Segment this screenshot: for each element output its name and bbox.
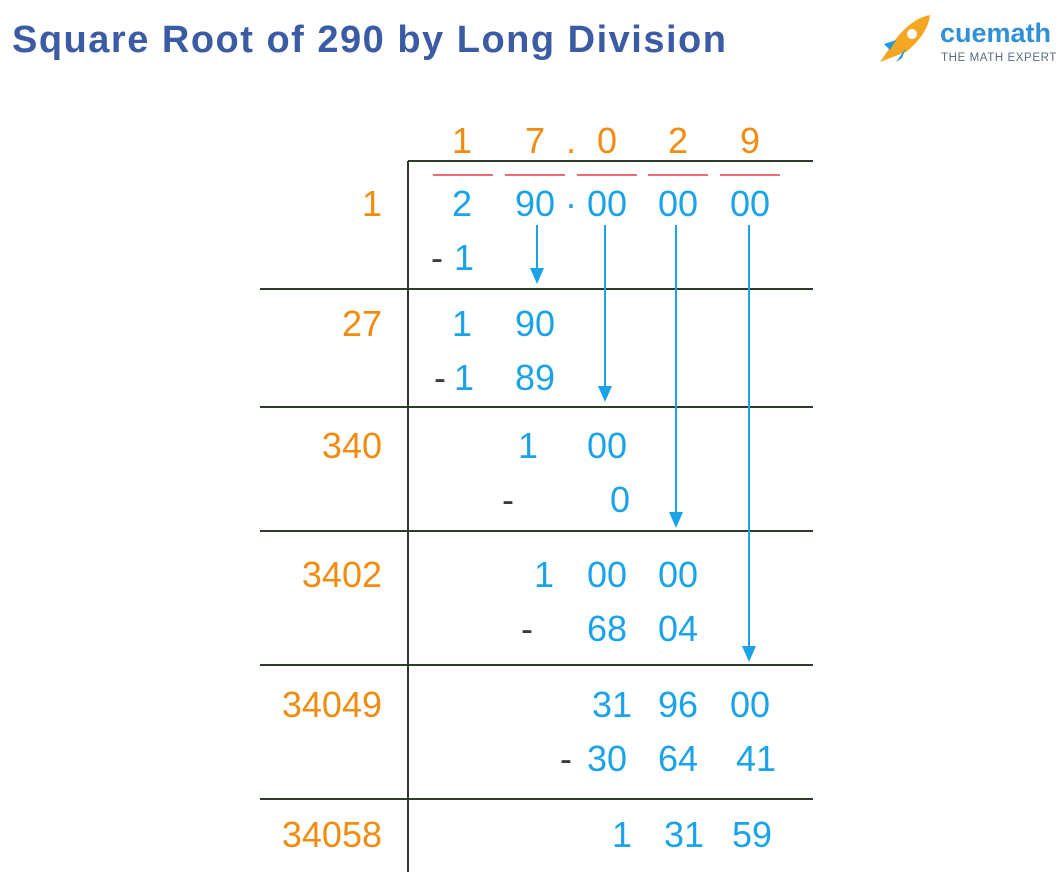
work-digits: 64 bbox=[658, 738, 698, 779]
arrow-head bbox=[669, 512, 683, 528]
divisor: 3402 bbox=[302, 554, 382, 595]
work-digits: 00 bbox=[587, 554, 627, 595]
minus-sign: - bbox=[431, 237, 443, 278]
work-digits: 0 bbox=[610, 479, 630, 520]
arrows bbox=[530, 225, 756, 662]
logo-tagline: THE MATH EXPERT bbox=[941, 52, 1057, 64]
rocket-fins bbox=[884, 40, 906, 62]
title: Square Root of 290 by Long Division bbox=[12, 19, 727, 61]
rocket-window bbox=[907, 29, 917, 39]
work-digits: 59 bbox=[732, 814, 772, 855]
minus-sign: - bbox=[521, 608, 533, 649]
work-digits: 00 bbox=[730, 183, 770, 224]
divisor: 27 bbox=[342, 303, 382, 344]
arrow-head bbox=[742, 646, 756, 662]
work-digits: 1 bbox=[534, 554, 554, 595]
minus-sign: - bbox=[502, 479, 514, 520]
work-digits: 90 bbox=[515, 303, 555, 344]
minus-sign: - bbox=[560, 738, 572, 779]
quotient-digit: . bbox=[566, 120, 576, 161]
work-digits: 1 bbox=[518, 425, 538, 466]
quotient-digit: 1 bbox=[452, 120, 472, 161]
work-digits: 89 bbox=[515, 357, 555, 398]
divisor: 34058 bbox=[282, 814, 382, 855]
work-digits: 00 bbox=[730, 684, 770, 725]
logo-name: cuemath bbox=[940, 18, 1051, 48]
work-digits: 00 bbox=[658, 183, 698, 224]
frame bbox=[260, 160, 813, 872]
minus-sign: - bbox=[434, 357, 446, 398]
work-digits: 1 bbox=[454, 357, 474, 398]
arrow-head bbox=[530, 268, 544, 284]
work-digits: 00 bbox=[658, 554, 698, 595]
work-digits: 2 bbox=[452, 183, 472, 224]
work-digits: 96 bbox=[658, 684, 698, 725]
quotient-digit: 9 bbox=[740, 120, 760, 161]
rocket bbox=[880, 15, 930, 62]
work-digits: 04 bbox=[658, 608, 698, 649]
divisor: 34049 bbox=[282, 684, 382, 725]
work-digits: 31 bbox=[592, 684, 632, 725]
quotient-digit: 2 bbox=[668, 120, 688, 161]
work-digits: 90 bbox=[515, 183, 555, 224]
quotient-digit: 7 bbox=[525, 120, 545, 161]
arrow-head bbox=[598, 386, 612, 402]
quotient-digit: 0 bbox=[597, 120, 617, 161]
work-digits: 41 bbox=[736, 738, 776, 779]
work-digits: 1 bbox=[454, 237, 474, 278]
work-digits: · bbox=[565, 183, 577, 224]
work-digits: 1 bbox=[612, 814, 632, 855]
logo: cuemath THE MATH EXPERT bbox=[880, 15, 1057, 64]
work-digits: 30 bbox=[587, 738, 627, 779]
work-digits: 31 bbox=[664, 814, 704, 855]
divisor: 340 bbox=[322, 425, 382, 466]
divisor: 1 bbox=[362, 183, 382, 224]
work-digits: 00 bbox=[587, 183, 627, 224]
work-digits: 00 bbox=[587, 425, 627, 466]
work-digits: 68 bbox=[587, 608, 627, 649]
work-digits: 1 bbox=[452, 303, 472, 344]
